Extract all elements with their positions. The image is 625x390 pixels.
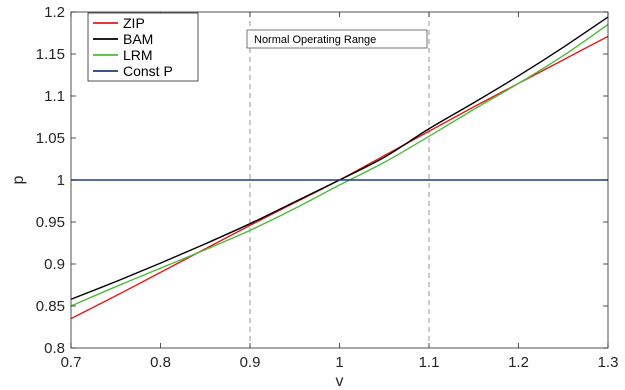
- y-tick-label: 0.85: [36, 298, 65, 315]
- x-axis-label: v: [336, 373, 344, 390]
- y-tick-label: 1.1: [44, 88, 65, 105]
- y-tick-label: 0.95: [36, 214, 65, 231]
- legend-label: Const P: [123, 63, 173, 79]
- x-tick-label: 1.3: [598, 354, 619, 371]
- x-tick-label: 1: [335, 354, 343, 371]
- x-axis-ticks: 0.7 0.8 0.9 1 1.1 1.2 1.3: [61, 12, 619, 371]
- operating-range-guides: [249, 12, 430, 348]
- y-tick-label: 1.2: [44, 4, 65, 21]
- y-tick-label: 0.8: [44, 340, 65, 357]
- annotation-box: [246, 29, 428, 49]
- legend-label: BAM: [123, 31, 153, 47]
- y-axis-label: p: [10, 175, 27, 184]
- annotation-layer: Normal Operating Range: [246, 29, 428, 49]
- legend-label: ZIP: [123, 15, 145, 31]
- y-axis-ticks: 0.8 0.85 0.9 0.95 1 1.05 1.1 1.15 1.2: [36, 4, 608, 357]
- x-tick-label: 1.2: [508, 354, 529, 371]
- legend-label: LRM: [123, 47, 153, 63]
- legend-box: [87, 12, 199, 82]
- y-tick-label: 0.9: [44, 256, 65, 273]
- series-layer: [70, 16, 609, 320]
- y-tick-label: 1: [57, 172, 65, 189]
- annotation-text: Normal Operating Range: [254, 34, 376, 46]
- y-tick-label: 1.05: [36, 130, 65, 147]
- x-tick-label: 0.9: [240, 354, 261, 371]
- x-tick-label: 0.7: [61, 354, 82, 371]
- series-line-lrm: [70, 24, 609, 307]
- x-tick-label: 1.1: [419, 354, 440, 371]
- x-tick-label: 0.8: [150, 354, 171, 371]
- y-tick-label: 1.15: [36, 46, 65, 63]
